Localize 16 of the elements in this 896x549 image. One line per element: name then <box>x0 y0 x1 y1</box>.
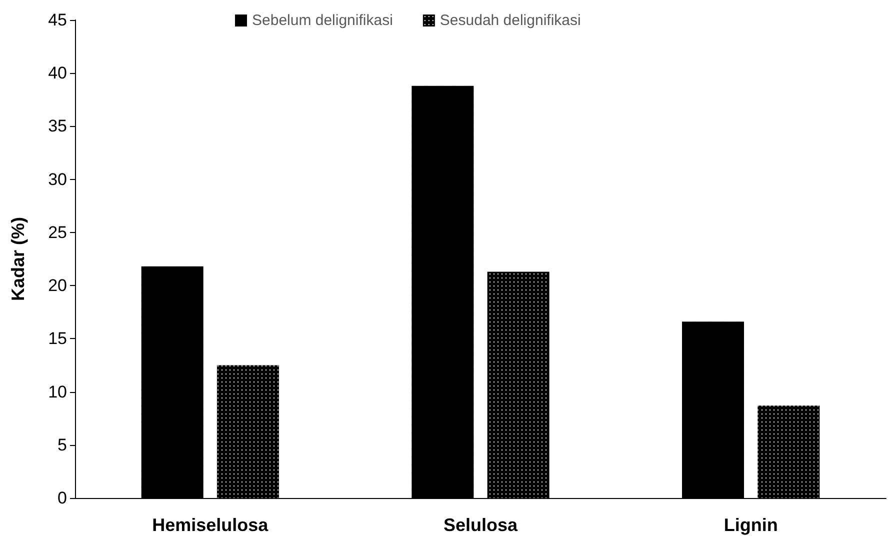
y-tick-label: 45 <box>48 10 67 30</box>
y-tick-label: 15 <box>48 329 67 348</box>
legend-label: Sebelum delignifikasi <box>252 12 393 29</box>
y-tick-label: 10 <box>48 382 67 402</box>
y-tick-label: 35 <box>48 116 67 136</box>
y-tick-label: 20 <box>48 276 67 296</box>
y-axis-title: Kadar (%) <box>8 216 28 302</box>
x-tick-label: Hemiselulosa <box>152 515 270 535</box>
x-tick-label: Selulosa <box>443 515 519 535</box>
x-tick-label: Lignin <box>724 515 778 535</box>
y-tick-label: 40 <box>48 64 67 83</box>
y-tick-label: 25 <box>48 222 67 242</box>
legend-label: Sesudah delignifikasi <box>440 12 581 29</box>
y-tick-label: 5 <box>58 435 67 454</box>
y-tick-label: 30 <box>48 170 67 189</box>
y-tick-label: 0 <box>58 488 67 508</box>
